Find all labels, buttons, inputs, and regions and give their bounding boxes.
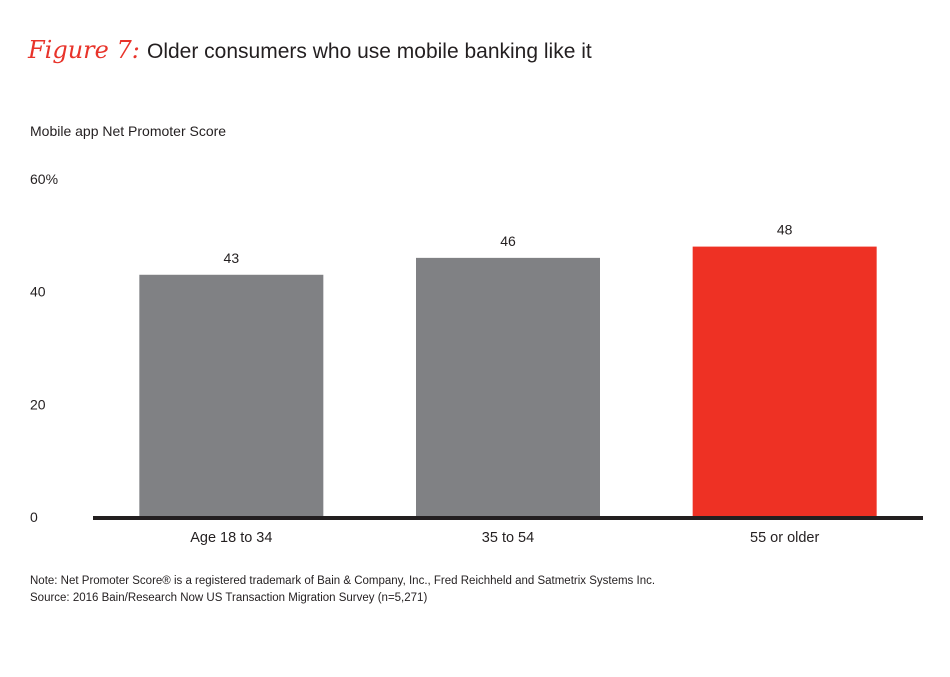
bar-chart: 0 20 40 60% 43 Age 18 to 34 46 35 to 54 48 55 or …	[30, 171, 923, 546]
chart-title: Older consumers who use mobile banking l…	[147, 40, 592, 63]
bar	[416, 257, 600, 517]
x-tick-label: 35 to 54	[482, 530, 534, 546]
footnote-source: Source: 2016 Bain/Research Now US Transa…	[30, 592, 428, 604]
x-tick-label: 55 or older	[750, 530, 819, 546]
x-tick-label: Age 18 to 34	[190, 530, 272, 546]
figure-label: Figure 7:	[28, 36, 140, 64]
data-label: 46	[500, 233, 516, 249]
y-axis-label: Mobile app Net Promoter Score	[30, 123, 227, 139]
y-tick-label: 40	[30, 284, 46, 300]
bar	[139, 274, 324, 517]
data-label: 48	[777, 222, 793, 238]
bar	[692, 246, 877, 517]
data-label: 43	[224, 250, 240, 266]
y-tick-label: 60%	[30, 171, 58, 187]
y-tick-label: 0	[30, 509, 38, 525]
footnote-note: Note: Net Promoter Score® is a registere…	[30, 575, 656, 587]
y-tick-label: 20	[30, 396, 46, 412]
